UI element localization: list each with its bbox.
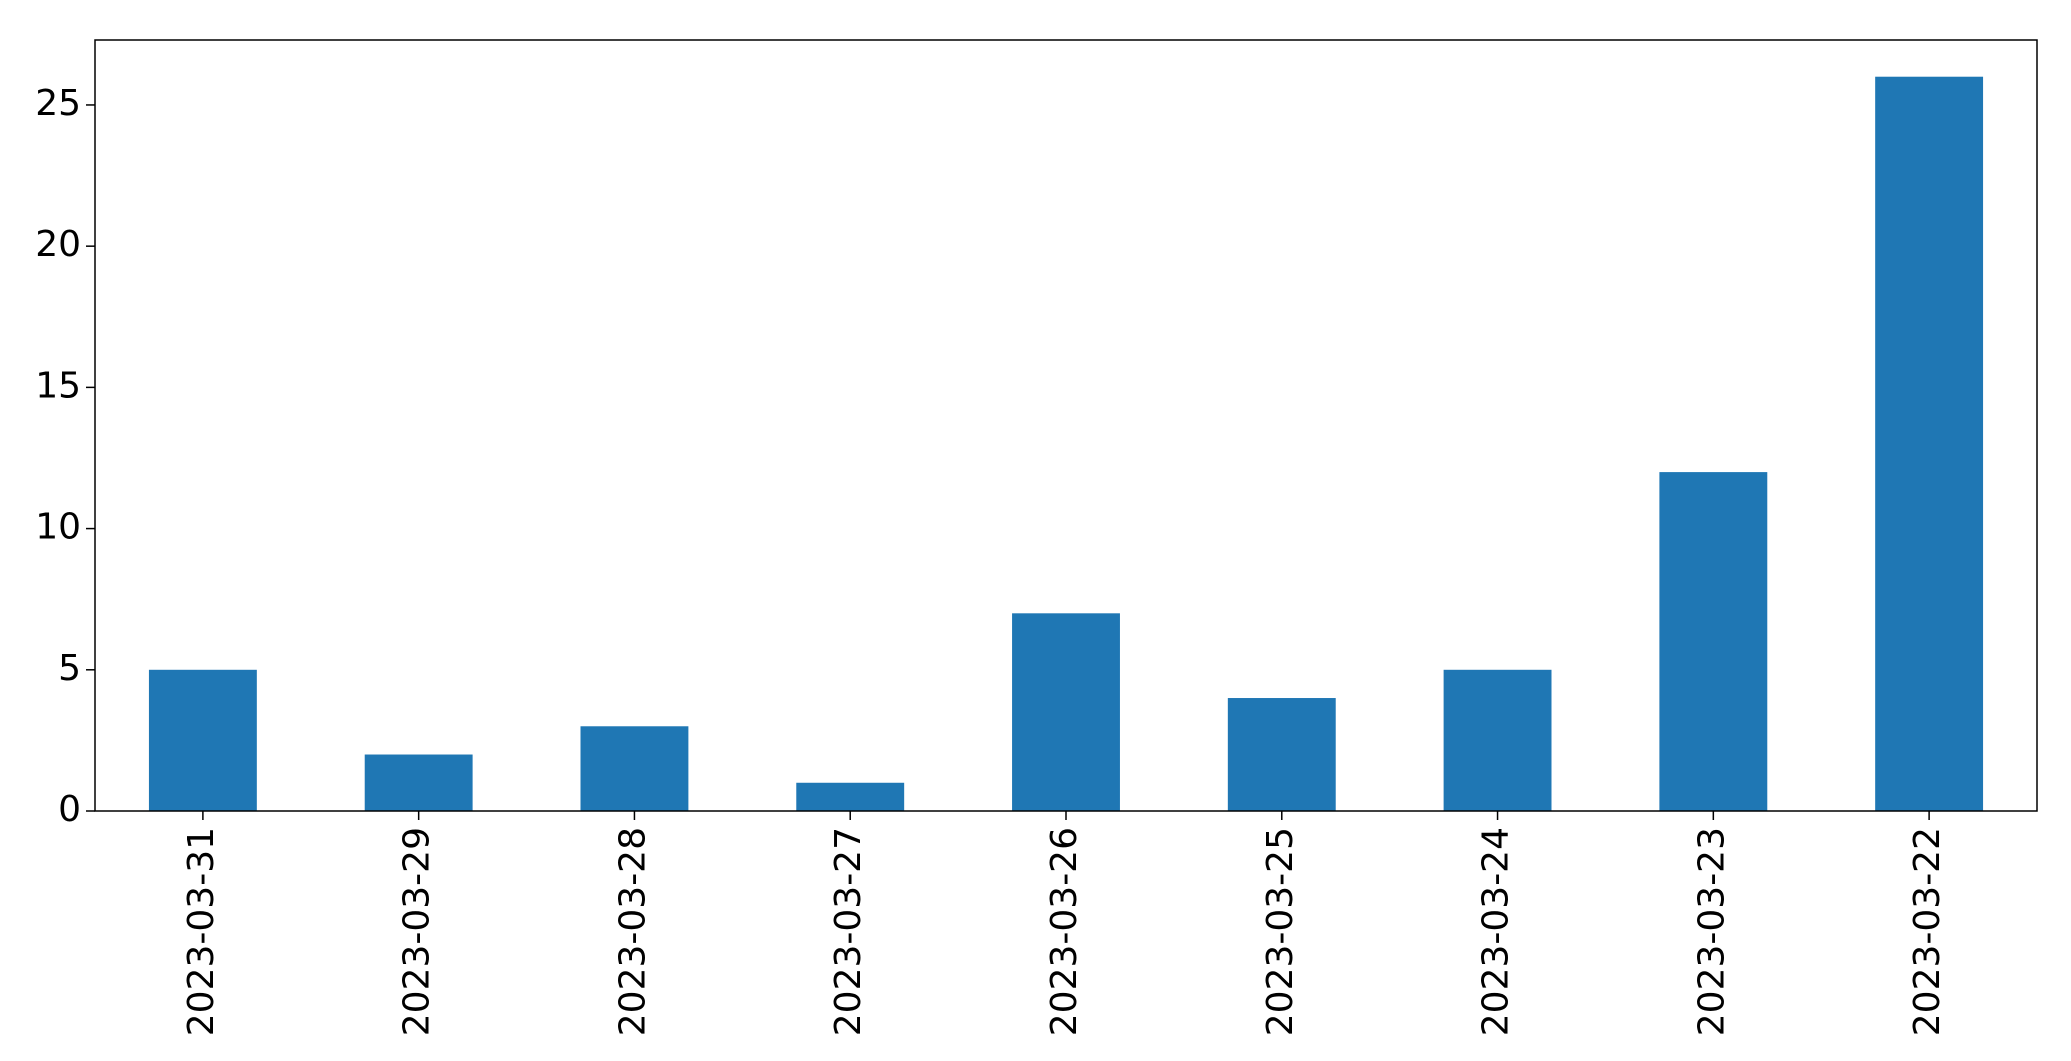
y-tick-label: 0 xyxy=(58,789,81,830)
y-tick-label: 25 xyxy=(35,83,81,124)
bar-2023-03-31 xyxy=(148,669,257,811)
x-tick-label: 2023-03-25 xyxy=(1260,827,1301,1036)
y-tick-label: 15 xyxy=(35,365,81,406)
y-tick-label: 10 xyxy=(35,507,81,548)
y-tick-label: 20 xyxy=(35,224,81,265)
bar-2023-03-26 xyxy=(1012,613,1120,811)
x-tick-label: 2023-03-27 xyxy=(828,827,869,1036)
bar-2023-03-24 xyxy=(1443,669,1552,811)
plot-frame xyxy=(94,39,2038,812)
bar-2023-03-23 xyxy=(1659,472,1768,811)
x-tick-label: 2023-03-28 xyxy=(612,827,653,1036)
bar-2023-03-22 xyxy=(1875,76,1984,811)
bar-2023-03-25 xyxy=(1227,698,1336,811)
x-tick-label: 2023-03-26 xyxy=(1044,827,1085,1036)
x-tick-label: 2023-03-22 xyxy=(1907,827,1948,1036)
bar-2023-03-29 xyxy=(364,754,473,811)
x-tick-label: 2023-03-23 xyxy=(1691,827,1732,1036)
bar-2023-03-28 xyxy=(580,726,689,811)
x-tick-label: 2023-03-31 xyxy=(181,827,222,1036)
x-tick-label: 2023-03-24 xyxy=(1476,827,1517,1036)
y-tick-label: 5 xyxy=(58,648,81,689)
y-axis-ticks: 0 5 10 15 20 25 xyxy=(35,83,95,830)
x-tick-label: 2023-03-29 xyxy=(397,827,438,1036)
x-axis-ticks: 2023-03-31 2023-03-29 2023-03-28 2023-03-27… xyxy=(181,811,1948,1036)
bars-layer xyxy=(148,76,1984,811)
bar-2023-03-27 xyxy=(796,782,905,811)
